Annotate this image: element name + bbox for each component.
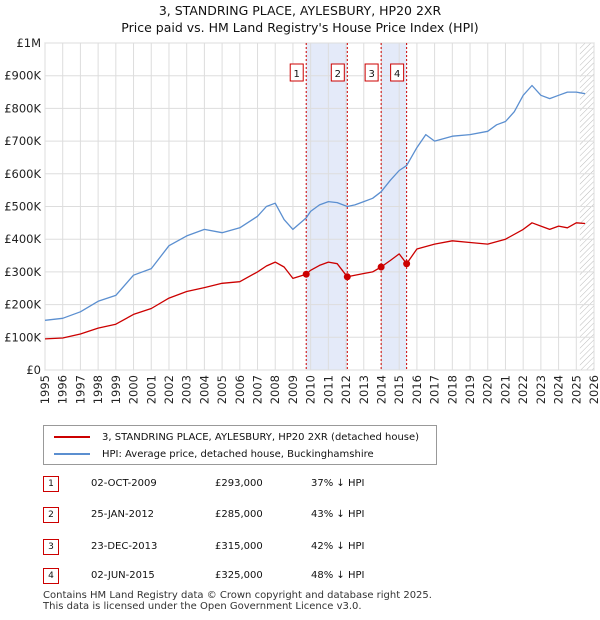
x-tick-label: 1998 (91, 375, 105, 404)
transaction-number: 2 (43, 507, 59, 523)
x-tick-label: 2005 (215, 375, 229, 404)
y-tick-label: £300K (4, 265, 41, 279)
legend-swatch-hpi (54, 453, 90, 455)
transaction-hpi-diff: 48% ↓ HPI (311, 570, 365, 581)
x-tick-label: 2012 (339, 375, 353, 404)
x-tick-label: 2015 (392, 375, 406, 404)
x-tick-label: 2020 (481, 375, 495, 404)
sale-point (343, 273, 351, 281)
sale-marker-box (364, 63, 379, 82)
y-tick-label: £500K (4, 200, 41, 214)
x-tick-label: 2009 (286, 375, 300, 404)
sale-point (403, 260, 411, 268)
y-tick-label: £700K (4, 134, 41, 148)
x-tick-label: 2013 (357, 375, 371, 404)
footer-line-copyright: Contains HM Land Registry data © Crown c… (43, 590, 432, 601)
sale-marker-label: 3 (368, 69, 374, 80)
transaction-price: £315,000 (215, 541, 263, 552)
x-tick-label: 2026 (587, 375, 600, 404)
sale-marker-box (289, 63, 304, 82)
legend-swatch-property (54, 436, 90, 438)
x-tick-label: 1999 (109, 375, 123, 404)
transaction-hpi-diff: 42% ↓ HPI (311, 541, 365, 552)
legend-item-hpi: HPI: Average price, detached house, Buck… (44, 446, 374, 462)
x-tick-label: 2021 (498, 375, 512, 404)
transaction-price: £293,000 (215, 478, 263, 489)
chart-title: 3, STANDRING PLACE, AYLESBURY, HP20 2XR (158, 3, 442, 18)
x-tick-label: 2011 (321, 375, 335, 404)
x-tick-label: 2001 (144, 375, 158, 404)
price-chart: £0 £100K £200K £300K £400K £500K £600K £700K £80… (4, 36, 600, 404)
y-tick-label: £1M (16, 36, 41, 50)
transaction-price: £325,000 (215, 570, 263, 581)
x-tick-label: 1997 (73, 375, 87, 404)
x-tick-label: 2003 (180, 375, 194, 404)
transaction-hpi-diff: 37% ↓ HPI (311, 478, 365, 489)
transaction-hpi-diff: 43% ↓ HPI (311, 509, 365, 520)
y-tick-label: £200K (4, 298, 41, 312)
chart-title-block: 3, STANDRING PLACE, AYLESBURY, HP20 2XR … (0, 2, 600, 36)
series-line-property (44, 222, 586, 340)
x-tick-label: 2000 (127, 375, 141, 404)
x-tick-label: 2006 (233, 375, 247, 404)
sale-point (377, 263, 385, 271)
x-tick-label: 2004 (197, 375, 211, 404)
x-tick-label: 2025 (569, 375, 583, 404)
x-tick-label: 2017 (428, 375, 442, 404)
legend-label-hpi: HPI: Average price, detached house, Buck… (102, 448, 374, 460)
x-tick-label: 2022 (516, 375, 530, 404)
sale-point (302, 270, 310, 278)
transaction-price: £285,000 (215, 509, 263, 520)
sale-marker-box (330, 63, 345, 82)
sale-marker-label: 4 (394, 69, 400, 80)
transaction-number: 1 (43, 476, 59, 492)
chart-legend: 3, STANDRING PLACE, AYLESBURY, HP20 2XR … (43, 425, 437, 465)
transaction-number: 4 (43, 568, 59, 584)
sale-marker-box (390, 63, 405, 82)
transaction-date: 25-JAN-2012 (91, 509, 155, 520)
footer-attribution: Contains HM Land Registry data © Crown c… (43, 590, 432, 612)
y-tick-label: £600K (4, 167, 41, 181)
sale-marker-label: 2 (335, 69, 341, 80)
transaction-date: 02-OCT-2009 (91, 478, 157, 489)
legend-item-property: 3, STANDRING PLACE, AYLESBURY, HP20 2XR … (44, 429, 419, 445)
x-tick-label: 2002 (162, 375, 176, 404)
chart-subtitle: Price paid vs. HM Land Registry's House … (121, 20, 479, 35)
legend-label-property: 3, STANDRING PLACE, AYLESBURY, HP20 2XR … (102, 431, 420, 443)
transaction-date: 23-DEC-2013 (91, 541, 158, 552)
sale-marker-label: 1 (294, 69, 300, 80)
transaction-date: 02-JUN-2015 (91, 570, 155, 581)
x-tick-label: 2018 (445, 375, 459, 404)
x-tick-label: 2007 (251, 375, 265, 404)
table-row: 2 25-JAN-2012 £285,000 43% ↓ HPI (43, 505, 443, 525)
x-tick-label: 2016 (410, 375, 424, 404)
y-tick-label: £400K (4, 232, 41, 246)
y-tick-label: £100K (4, 330, 41, 344)
y-tick-label: £800K (4, 101, 41, 115)
series-line-hpi (44, 84, 586, 321)
table-row: 1 02-OCT-2009 £293,000 37% ↓ HPI (43, 474, 443, 494)
x-tick-label: 2008 (268, 375, 282, 404)
x-tick-label: 2024 (552, 375, 566, 404)
y-tick-label: £900K (4, 69, 41, 83)
table-row: 3 23-DEC-2013 £315,000 42% ↓ HPI (43, 537, 443, 557)
footer-line-licence: This data is licensed under the Open Gov… (43, 601, 362, 612)
y-tick-label: £0 (26, 363, 41, 377)
table-row: 4 02-JUN-2015 £325,000 48% ↓ HPI (43, 566, 443, 586)
x-tick-label: 2014 (374, 375, 388, 404)
x-tick-label: 2023 (534, 375, 548, 404)
x-tick-label: 1996 (56, 375, 70, 404)
x-tick-label: 2019 (463, 375, 477, 404)
x-tick-label: 1995 (38, 375, 52, 404)
transaction-number: 3 (43, 539, 59, 555)
x-tick-label: 2010 (304, 375, 318, 404)
